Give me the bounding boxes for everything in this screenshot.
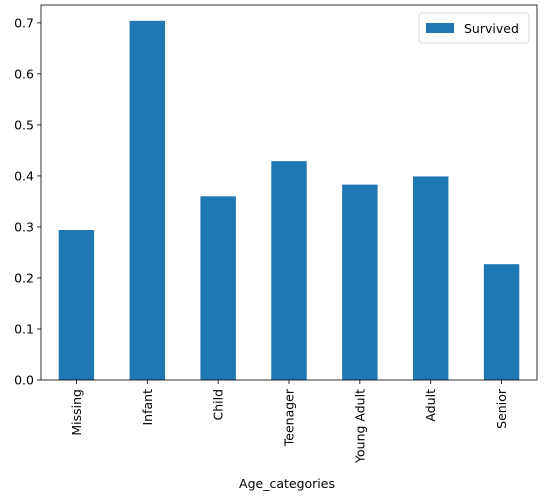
x-tick-label: Child <box>211 389 226 421</box>
bar-senior <box>483 264 520 380</box>
x-tick-label: Senior <box>494 388 509 429</box>
y-tick-label: 0.2 <box>14 270 34 285</box>
legend-swatch <box>426 23 454 33</box>
y-ticks: 0.0 0.1 0.2 0.3 0.4 0.5 0.6 0.7 <box>14 15 41 388</box>
bar-missing <box>58 230 95 380</box>
x-axis-label: Age_categories <box>239 476 335 491</box>
x-tick-label: Teenager <box>282 388 297 447</box>
bar-teenager <box>271 161 307 380</box>
y-tick-label: 0.5 <box>14 117 34 132</box>
legend: Survived <box>418 12 530 44</box>
bar-child <box>200 196 236 380</box>
y-tick-label: 0.1 <box>14 321 34 336</box>
x-ticks: Missing Infant Child Teenager Young Adult Adu… <box>69 380 509 464</box>
x-tick-label: Adult <box>423 389 438 422</box>
legend-box <box>418 12 530 44</box>
bar-infant <box>129 20 165 381</box>
y-tick-label: 0.7 <box>14 15 34 30</box>
bars-layer <box>58 20 520 381</box>
x-tick-label: Infant <box>140 389 155 426</box>
y-tick-label: 0.4 <box>14 168 34 183</box>
bar-young-adult <box>342 184 378 380</box>
y-tick-label: 0.0 <box>14 373 34 388</box>
x-tick-label: Young Adult <box>352 389 367 464</box>
legend-label: Survived <box>464 21 519 36</box>
y-tick-label: 0.3 <box>14 219 34 234</box>
y-tick-label: 0.6 <box>14 66 34 81</box>
bar-adult <box>413 176 449 380</box>
x-tick-label: Missing <box>69 389 84 436</box>
